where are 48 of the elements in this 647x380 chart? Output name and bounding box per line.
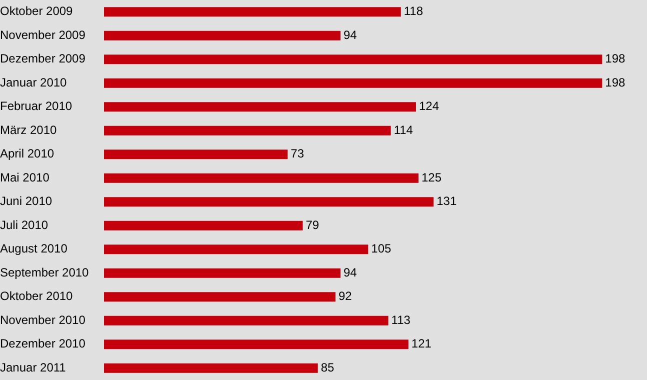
y-tick-label: Februar 2010 — [0, 99, 72, 114]
bar — [104, 220, 303, 230]
y-tick-label: Januar 2010 — [0, 75, 68, 90]
data-label: 79 — [306, 218, 320, 232]
y-tick-label: März 2010 — [0, 122, 58, 137]
data-label: 114 — [394, 122, 414, 137]
bar — [104, 126, 391, 136]
data-label: 118 — [404, 4, 424, 18]
y-tick-label: November 2009 — [0, 28, 86, 42]
y-tick-label: Mai 2010 — [0, 170, 50, 184]
y-tick-label: Oktober 2010 — [0, 289, 74, 304]
bar — [104, 54, 602, 64]
data-label: 94 — [344, 28, 358, 42]
y-tick-label: Dezember 2009 — [0, 52, 86, 66]
data-label: 131 — [436, 194, 457, 208]
bar — [104, 197, 434, 207]
data-label: 105 — [371, 242, 392, 256]
data-label: 198 — [605, 75, 626, 90]
y-tick-label: August 2010 — [0, 242, 68, 256]
y-tick-label: April 2010 — [0, 146, 54, 161]
bar — [104, 268, 341, 278]
y-tick-label: Oktober 2009 — [0, 4, 74, 18]
data-label: 85 — [320, 360, 335, 374]
bar — [104, 30, 341, 40]
y-tick-label: Juli 2010 — [0, 218, 48, 232]
data-label: 125 — [422, 170, 442, 184]
bar — [104, 7, 401, 17]
bar — [104, 316, 388, 326]
data-label: 124 — [418, 99, 440, 114]
data-label: 121 — [411, 336, 432, 351]
bar — [104, 292, 336, 302]
bar — [104, 150, 288, 160]
data-label: 113 — [391, 312, 411, 327]
y-tick-label: Dezember 2010 — [0, 336, 86, 351]
bar — [104, 363, 318, 373]
data-label: 198 — [605, 52, 626, 66]
bar — [104, 78, 602, 88]
y-tick-label: November 2010 — [0, 312, 86, 327]
data-label: 94 — [344, 265, 358, 280]
data-label: 92 — [338, 289, 352, 304]
bar — [104, 340, 408, 350]
y-tick-label: Juni 2010 — [0, 194, 52, 208]
y-tick-label: Januar 2011 — [0, 360, 66, 374]
y-tick-label: September 2010 — [0, 265, 90, 280]
bar — [104, 173, 418, 183]
data-label: 73 — [290, 146, 304, 161]
bar — [104, 102, 416, 112]
bar — [104, 244, 368, 254]
